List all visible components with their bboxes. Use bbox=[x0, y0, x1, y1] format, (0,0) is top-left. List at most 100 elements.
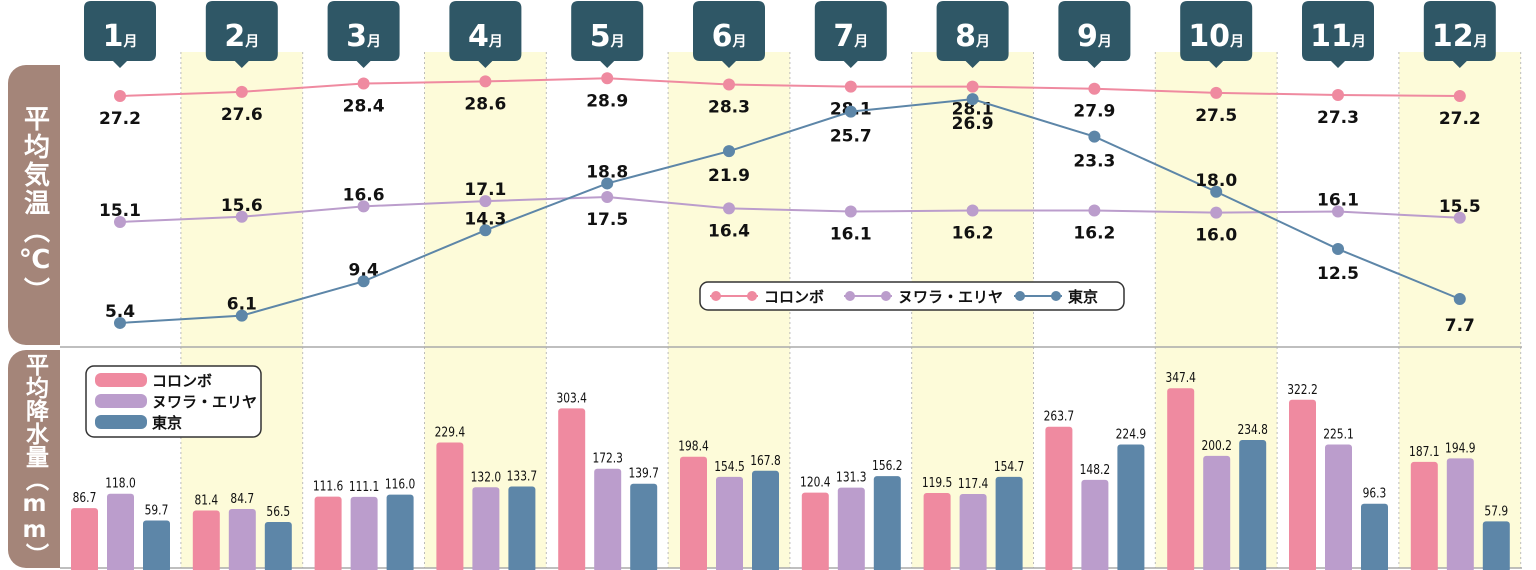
bar-label: 263.7 bbox=[1044, 409, 1074, 424]
data-label: 27.5 bbox=[1195, 106, 1237, 126]
data-label: 16.0 bbox=[1195, 226, 1237, 246]
data-label: 27.2 bbox=[1439, 109, 1481, 129]
data-label: 16.2 bbox=[952, 224, 994, 244]
data-label: 16.4 bbox=[708, 221, 750, 241]
bar-label: 303.4 bbox=[556, 390, 586, 405]
data-label: 14.3 bbox=[464, 209, 506, 229]
bar-label: 81.4 bbox=[194, 493, 218, 508]
data-point bbox=[723, 145, 735, 158]
bar-label: 200.2 bbox=[1201, 438, 1231, 453]
bar bbox=[752, 470, 779, 570]
legend-swatch bbox=[95, 394, 147, 408]
data-point bbox=[114, 316, 126, 329]
data-label: 27.3 bbox=[1317, 108, 1359, 128]
bar bbox=[1410, 461, 1438, 570]
series-line-1 bbox=[119, 195, 1460, 223]
bar bbox=[923, 493, 951, 570]
data-label: 15.1 bbox=[99, 201, 141, 221]
bar bbox=[837, 487, 865, 570]
data-point bbox=[114, 215, 126, 228]
bar-label: 111.1 bbox=[349, 479, 379, 494]
legend-marker bbox=[1051, 291, 1061, 301]
bar bbox=[959, 493, 987, 570]
series-line-2 bbox=[119, 98, 1461, 324]
month-tab bbox=[936, 1, 1009, 68]
data-point bbox=[1332, 88, 1344, 101]
bar-label: 86.7 bbox=[73, 490, 97, 505]
month-tab bbox=[814, 1, 887, 68]
bar-label: 154.5 bbox=[714, 459, 744, 474]
month-tab bbox=[1302, 1, 1374, 68]
month-label: 6月 bbox=[712, 19, 747, 54]
data-point bbox=[723, 202, 735, 215]
legend-label: ヌワラ・エリヤ bbox=[152, 393, 257, 411]
bar bbox=[1117, 444, 1145, 570]
bar-label: 194.9 bbox=[1445, 440, 1475, 455]
data-point bbox=[1332, 205, 1344, 218]
bar bbox=[143, 520, 170, 570]
data-point bbox=[1453, 211, 1466, 224]
bar-label: 234.8 bbox=[1237, 422, 1267, 437]
month-label: 11月 bbox=[1310, 19, 1366, 54]
data-label: 18.0 bbox=[1195, 171, 1237, 191]
bar bbox=[1361, 503, 1388, 570]
data-point bbox=[1210, 86, 1223, 99]
data-point bbox=[966, 204, 979, 217]
month-label: 1月 bbox=[103, 19, 138, 54]
data-label: 28.3 bbox=[708, 98, 750, 118]
bar-label: 187.1 bbox=[1409, 444, 1439, 459]
month-tab bbox=[571, 1, 644, 68]
bar-label: 131.3 bbox=[836, 470, 866, 485]
data-point bbox=[1210, 206, 1223, 219]
data-point bbox=[723, 78, 735, 91]
bar-label: 132.0 bbox=[471, 469, 501, 484]
bar-label: 116.0 bbox=[385, 477, 415, 492]
legend-swatch bbox=[95, 373, 147, 387]
month-label: 5月 bbox=[590, 19, 625, 54]
bar bbox=[1482, 521, 1510, 570]
bar bbox=[472, 487, 500, 570]
legend-marker bbox=[747, 291, 757, 301]
data-label: 28.1 bbox=[952, 100, 994, 120]
data-point bbox=[1210, 185, 1223, 198]
data-label: 12.5 bbox=[1317, 264, 1359, 284]
bar bbox=[1045, 426, 1073, 570]
data-label: 27.2 bbox=[99, 109, 141, 129]
month-tab bbox=[1180, 1, 1253, 68]
data-label: 16.1 bbox=[1317, 191, 1359, 211]
data-point bbox=[1088, 204, 1101, 217]
month-tab bbox=[84, 1, 156, 68]
data-point bbox=[235, 210, 248, 223]
bar-label: 347.4 bbox=[1165, 370, 1195, 385]
bar-label: 167.8 bbox=[750, 453, 780, 468]
month-label: 10月 bbox=[1188, 19, 1244, 54]
bar bbox=[228, 509, 256, 570]
data-point bbox=[1332, 243, 1344, 256]
bar bbox=[801, 492, 829, 570]
data-point bbox=[844, 105, 857, 118]
data-label: 28.9 bbox=[586, 91, 628, 111]
data-point bbox=[357, 275, 370, 288]
data-point bbox=[235, 85, 248, 98]
data-label: 25.7 bbox=[830, 127, 872, 147]
month-tab bbox=[449, 1, 522, 68]
data-point bbox=[966, 93, 979, 106]
bar-label: 111.6 bbox=[313, 479, 343, 494]
data-point bbox=[357, 200, 370, 213]
data-label: 16.6 bbox=[343, 185, 385, 205]
data-point bbox=[601, 190, 614, 203]
legend-marker bbox=[845, 291, 855, 301]
month-tab bbox=[327, 1, 400, 68]
legend-label: 東京 bbox=[152, 414, 182, 432]
bar-label: 120.4 bbox=[800, 475, 830, 490]
data-point bbox=[1088, 130, 1101, 143]
bar bbox=[264, 522, 292, 570]
bar bbox=[716, 476, 743, 570]
bar-label: 96.3 bbox=[1363, 486, 1387, 501]
data-point bbox=[1453, 292, 1466, 305]
bar-label: 57.9 bbox=[1484, 503, 1508, 518]
month-label: 2月 bbox=[224, 19, 259, 54]
bar bbox=[508, 486, 536, 570]
month-label: 7月 bbox=[833, 19, 868, 54]
bar bbox=[995, 476, 1023, 570]
